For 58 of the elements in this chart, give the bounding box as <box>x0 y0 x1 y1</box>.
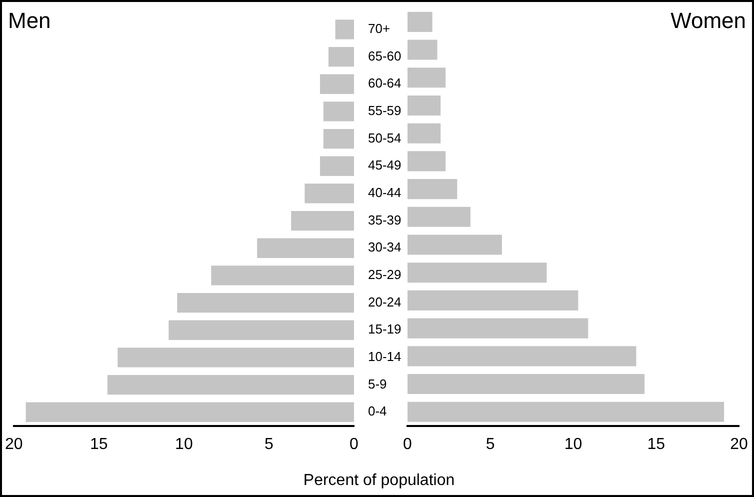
bar <box>291 210 354 231</box>
x-tick-label: 5 <box>486 436 495 453</box>
bar <box>211 266 354 286</box>
bar <box>168 320 354 340</box>
y-tick-label: 0-4 <box>368 404 387 419</box>
x-tick-label: 10 <box>564 436 582 453</box>
bar <box>407 318 588 338</box>
bar <box>407 68 446 88</box>
bar <box>304 184 354 204</box>
bar <box>320 74 354 94</box>
y-tick-label: 50-54 <box>368 130 402 146</box>
x-tick-label: 15 <box>647 436 666 453</box>
bar <box>407 234 502 255</box>
text: Men <box>8 8 51 34</box>
y-tick-label: 15-19 <box>368 322 402 337</box>
x-tick-label: 20 <box>5 436 23 453</box>
y-tick-label: 20-24 <box>368 294 402 310</box>
bar <box>407 40 438 60</box>
y-tick-label: 45-49 <box>368 158 402 173</box>
y-tick-label: 30-34 <box>368 240 402 255</box>
y-tick-label: 5-9 <box>368 376 387 392</box>
bar <box>320 156 354 176</box>
y-tick-label: 55-59 <box>368 103 402 118</box>
y-tick-label: 70+ <box>368 21 390 36</box>
y-tick-label: 10-14 <box>368 349 402 364</box>
bar <box>323 128 354 149</box>
x-tick-label: 20 <box>730 436 748 453</box>
bar <box>407 12 432 32</box>
x-tick-label: 5 <box>264 436 274 453</box>
bar <box>407 179 458 200</box>
bar <box>257 238 354 258</box>
bar <box>407 206 470 227</box>
bar <box>407 95 441 116</box>
x-tick-label: 15 <box>90 436 108 453</box>
bar <box>118 348 354 368</box>
bar <box>407 262 547 283</box>
bar <box>407 402 724 422</box>
x-tick-label: 10 <box>175 436 193 453</box>
y-tick-label: 25-29 <box>368 267 402 282</box>
bar <box>335 20 354 40</box>
text: Women <box>670 8 746 34</box>
bar <box>26 402 354 422</box>
x-tick-label: 0 <box>402 436 412 453</box>
y-tick-label: 65-60 <box>368 48 402 64</box>
bar <box>407 346 636 366</box>
y-tick-label: 40-44 <box>368 185 402 200</box>
bar <box>177 292 354 313</box>
bar <box>107 374 354 395</box>
bar <box>323 102 354 122</box>
y-tick-label: 35-39 <box>368 212 402 228</box>
bar <box>407 123 441 144</box>
bar <box>328 46 354 67</box>
x-axis-title: Percent of population <box>302 472 456 490</box>
bar <box>407 374 645 394</box>
bar <box>407 290 578 310</box>
x-tick-label: 0 <box>350 436 359 453</box>
y-tick-label: 60-64 <box>368 76 402 91</box>
bar <box>407 151 446 172</box>
